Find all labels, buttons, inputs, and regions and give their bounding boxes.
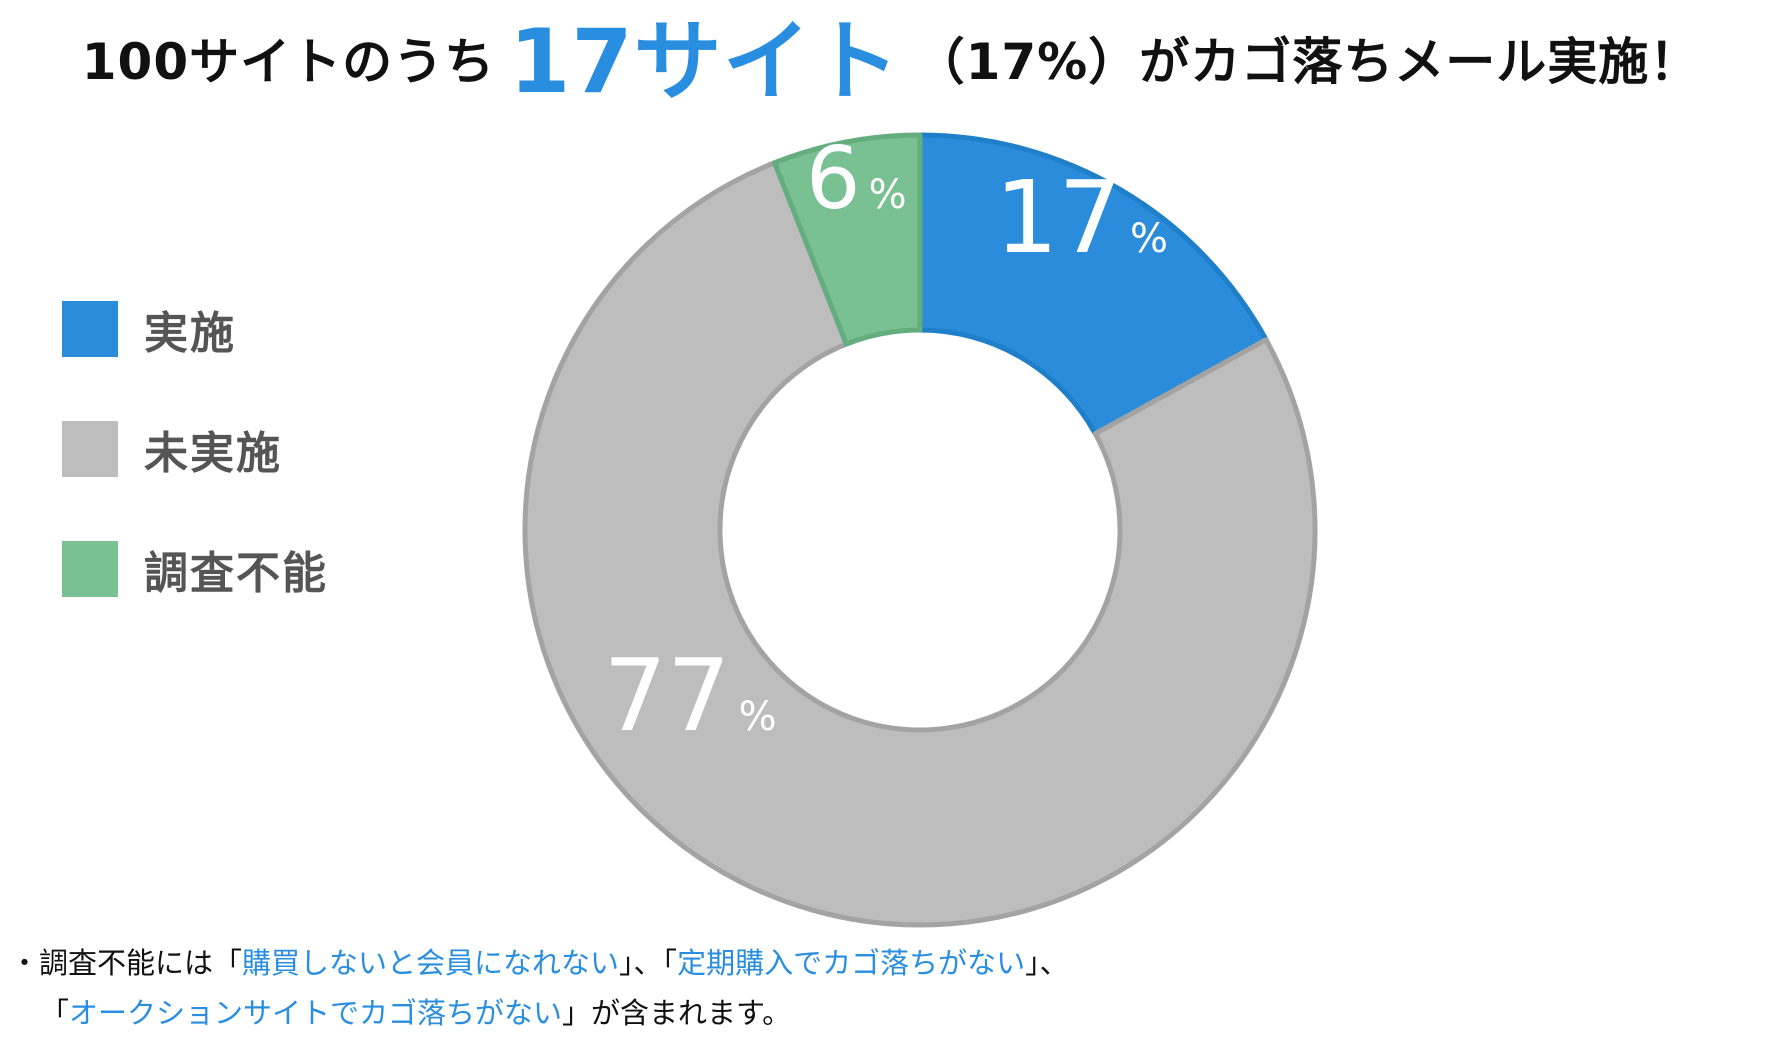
footnote-text: 」、	[1025, 946, 1069, 980]
svg-text:77%: 77%	[603, 637, 776, 754]
legend-swatch-not-implemented	[62, 421, 118, 477]
data-label-not-implemented-value: 77	[603, 637, 730, 754]
footnote-highlight-1: 購買しないと会員になれない	[242, 946, 620, 980]
data-label-not-implemented-unit: %	[739, 694, 777, 740]
legend-label-unknown: 調査不能	[144, 548, 328, 599]
legend-item-not-implemented: 未実施	[62, 420, 328, 479]
footnote-text: 」が含まれます。	[562, 996, 792, 1030]
slice-unknown	[772, 132, 923, 347]
data-label-implemented-unit: %	[1130, 216, 1168, 262]
footnote-bullet: ・	[10, 946, 40, 980]
slice-implemented	[917, 132, 1269, 437]
footnote-line-2: 「オークションサイトでカゴ落ちがない」が含まれます。	[10, 988, 1069, 1038]
legend-label-implemented: 実施	[144, 308, 236, 359]
data-label-implemented-value: 17	[995, 159, 1122, 276]
footnote-line-1: ・調査不能には「購買しないと会員になれない」、「定期購入でカゴ落ちがない」、	[10, 938, 1069, 988]
footnote: ・調査不能には「購買しないと会員になれない」、「定期購入でカゴ落ちがない」、 「…	[10, 938, 1069, 1038]
slice-not-implemented	[522, 160, 1318, 928]
legend-item-unknown: 調査不能	[62, 540, 328, 599]
svg-text:17%: 17%	[995, 159, 1168, 276]
data-label-unknown-value: 6	[806, 129, 861, 229]
footnote-highlight-2: 定期購入でカゴ落ちがない	[677, 946, 1026, 980]
title-suffix: （17%）がカゴ落ちメール実施！	[914, 33, 1701, 91]
data-label-unknown: 6%	[806, 129, 907, 229]
footnote-text: 」、「	[619, 946, 678, 980]
chart-legend: 実施 未実施 調査不能	[62, 300, 328, 660]
donut-chart: 17 %77 %6%	[522, 129, 1318, 928]
footnote-text: 調査不能には「	[39, 946, 243, 980]
legend-swatch-unknown	[62, 541, 118, 597]
data-label-not-implemented: 77%	[603, 637, 776, 754]
svg-text:6%: 6%	[806, 129, 907, 229]
data-label-implemented: 17%	[995, 159, 1168, 276]
legend-label-not-implemented: 未実施	[144, 428, 282, 479]
title-highlight: 17サイト	[509, 10, 901, 113]
title-prefix: 100サイトのうち	[81, 33, 496, 91]
legend-item-implemented: 実施	[62, 300, 328, 359]
footnote-highlight-3: オークションサイトでカゴ落ちがない	[69, 996, 563, 1030]
legend-swatch-implemented	[62, 301, 118, 357]
footnote-text: 「	[40, 996, 70, 1030]
data-label-unknown-unit: %	[869, 172, 907, 218]
chart-title: 100サイトのうち 17サイト （17%）がカゴ落ちメール実施！	[0, 0, 1782, 110]
